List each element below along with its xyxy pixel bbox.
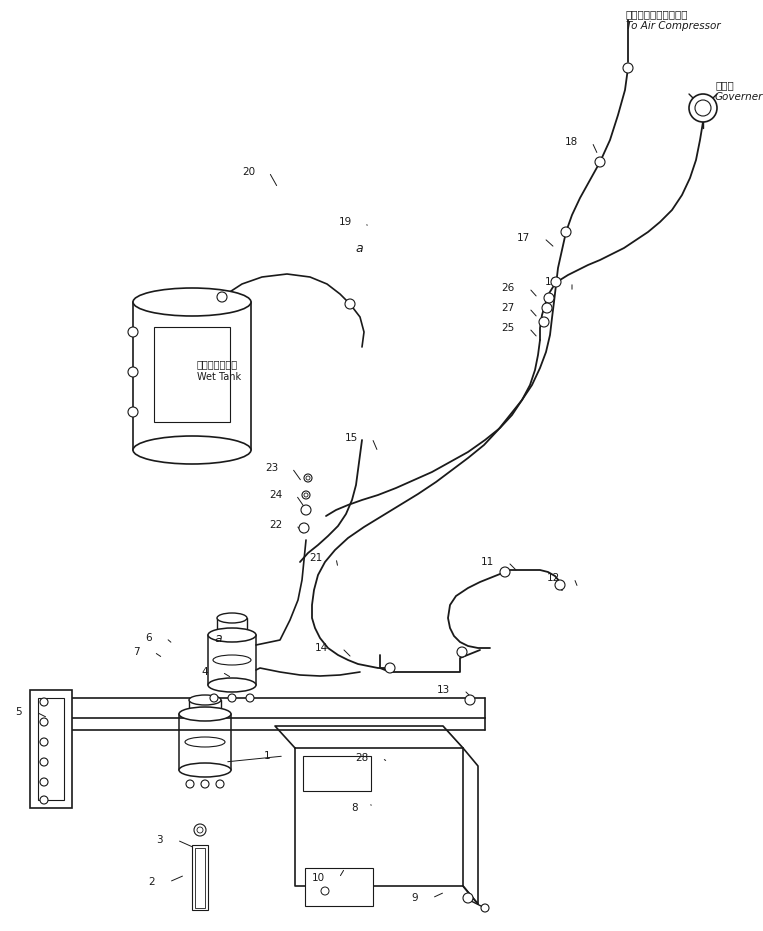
Text: 1: 1 xyxy=(263,751,270,761)
Text: ウェットタンク: ウェットタンク xyxy=(197,359,238,369)
Text: エアーコンプレッサへ: エアーコンプレッサへ xyxy=(626,9,688,19)
Circle shape xyxy=(216,780,224,788)
Circle shape xyxy=(302,491,310,499)
Text: 13: 13 xyxy=(436,685,450,695)
Text: 16: 16 xyxy=(545,277,558,287)
Text: ガバナ: ガバナ xyxy=(715,80,734,90)
Bar xyxy=(30,690,72,808)
Circle shape xyxy=(555,580,565,590)
Circle shape xyxy=(40,778,48,786)
Bar xyxy=(305,868,373,906)
Text: a: a xyxy=(214,631,222,644)
Circle shape xyxy=(542,303,552,313)
Text: Governer: Governer xyxy=(715,92,763,102)
Ellipse shape xyxy=(217,613,247,623)
Circle shape xyxy=(465,695,475,705)
Circle shape xyxy=(40,796,48,804)
Bar xyxy=(192,845,208,910)
Text: 8: 8 xyxy=(352,803,358,813)
Circle shape xyxy=(595,157,605,167)
Text: 4: 4 xyxy=(201,667,208,677)
Circle shape xyxy=(217,292,227,302)
Text: 28: 28 xyxy=(355,753,368,763)
Circle shape xyxy=(40,738,48,746)
Text: 2: 2 xyxy=(148,877,155,887)
Ellipse shape xyxy=(208,678,256,692)
Text: 14: 14 xyxy=(315,643,328,653)
Text: 9: 9 xyxy=(411,893,418,903)
Circle shape xyxy=(304,474,312,482)
Circle shape xyxy=(695,100,711,116)
Circle shape xyxy=(228,694,236,702)
Text: To Air Compressor: To Air Compressor xyxy=(626,21,720,31)
Ellipse shape xyxy=(185,737,225,747)
Circle shape xyxy=(299,523,309,533)
Circle shape xyxy=(345,299,355,309)
Circle shape xyxy=(385,663,395,673)
Ellipse shape xyxy=(133,436,251,464)
Text: 22: 22 xyxy=(269,520,282,530)
Ellipse shape xyxy=(133,288,251,316)
Text: 15: 15 xyxy=(345,433,358,443)
Circle shape xyxy=(40,698,48,706)
Text: 26: 26 xyxy=(502,283,515,293)
Text: 7: 7 xyxy=(134,647,140,657)
Circle shape xyxy=(623,63,633,73)
Text: Wet Tank: Wet Tank xyxy=(197,372,241,382)
Bar xyxy=(38,698,64,800)
Ellipse shape xyxy=(179,707,231,721)
Circle shape xyxy=(304,493,308,497)
Text: 19: 19 xyxy=(339,217,352,227)
Text: 20: 20 xyxy=(242,167,255,177)
Circle shape xyxy=(40,718,48,726)
Text: a: a xyxy=(355,241,362,254)
Circle shape xyxy=(128,367,138,377)
Text: 18: 18 xyxy=(565,137,578,147)
Circle shape xyxy=(689,94,717,122)
Ellipse shape xyxy=(189,695,221,705)
Circle shape xyxy=(301,505,311,515)
Circle shape xyxy=(128,407,138,417)
Text: 6: 6 xyxy=(146,633,152,643)
Circle shape xyxy=(201,780,209,788)
Bar xyxy=(154,327,230,422)
Text: 21: 21 xyxy=(309,553,322,563)
Circle shape xyxy=(321,887,329,895)
Circle shape xyxy=(551,277,561,287)
Text: 5: 5 xyxy=(15,707,22,717)
Circle shape xyxy=(500,567,510,577)
Text: 17: 17 xyxy=(517,233,530,243)
Ellipse shape xyxy=(208,628,256,642)
Circle shape xyxy=(544,293,554,303)
Circle shape xyxy=(457,647,467,657)
Bar xyxy=(195,848,205,908)
Circle shape xyxy=(194,824,206,836)
Text: 25: 25 xyxy=(502,323,515,333)
Circle shape xyxy=(539,317,549,327)
Text: 24: 24 xyxy=(269,490,282,500)
Ellipse shape xyxy=(179,763,231,777)
Ellipse shape xyxy=(213,655,251,665)
Text: 3: 3 xyxy=(156,835,163,845)
Circle shape xyxy=(463,893,473,903)
Circle shape xyxy=(481,904,489,912)
Text: 12: 12 xyxy=(547,573,560,583)
Circle shape xyxy=(197,827,203,833)
Circle shape xyxy=(306,476,310,480)
Circle shape xyxy=(128,327,138,337)
Bar xyxy=(303,756,371,791)
Circle shape xyxy=(246,694,254,702)
Circle shape xyxy=(210,694,218,702)
Text: 23: 23 xyxy=(265,463,278,473)
Text: 11: 11 xyxy=(481,557,494,567)
Circle shape xyxy=(561,227,571,237)
Text: 27: 27 xyxy=(502,303,515,313)
Circle shape xyxy=(186,780,194,788)
Circle shape xyxy=(40,758,48,766)
Text: 10: 10 xyxy=(312,873,325,883)
